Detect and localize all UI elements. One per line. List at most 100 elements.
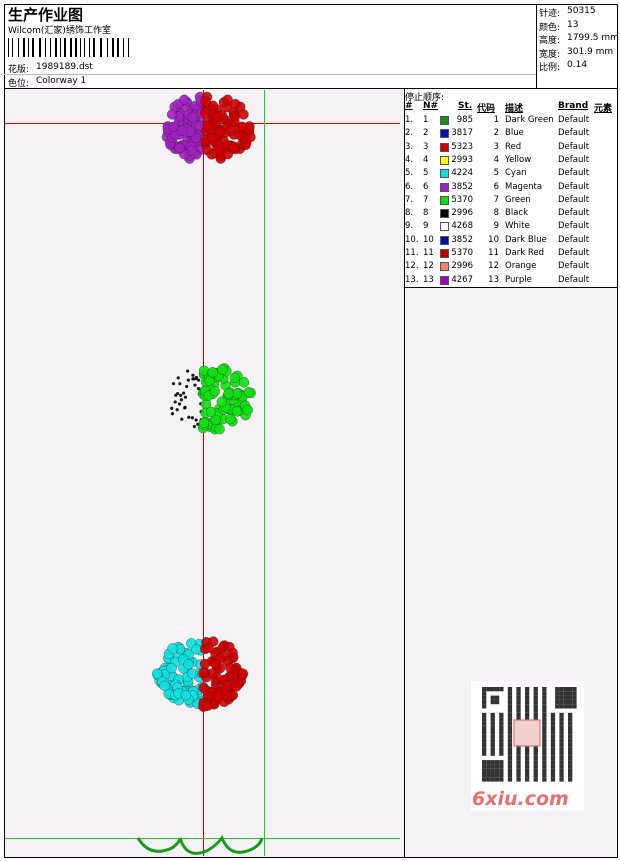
- design-label: 花版:: [8, 65, 30, 75]
- qr-module: [559, 725, 564, 730]
- qr-module: [499, 734, 504, 739]
- stitch-blob: [194, 375, 199, 380]
- stitch-blob: [159, 680, 170, 691]
- qr-module: [494, 764, 500, 769]
- qr-module: [482, 747, 487, 752]
- barcode-bar: [60, 38, 61, 57]
- qr-module: [486, 768, 491, 773]
- brand: Default: [558, 181, 590, 192]
- qr-module: [482, 730, 487, 735]
- qr-module: [542, 717, 547, 722]
- qr-module: [507, 764, 513, 769]
- stitch-blob: [197, 378, 201, 382]
- code: 10: [488, 234, 499, 245]
- column-header: Brand: [558, 101, 589, 111]
- barcode-bar: [112, 38, 114, 57]
- qr-module: [550, 734, 556, 739]
- description: Blue: [505, 128, 524, 139]
- table-bg: [404, 89, 617, 287]
- code: 9: [493, 221, 499, 232]
- column-header: 元素: [594, 104, 613, 114]
- qr-module: [482, 717, 487, 722]
- brand: Default: [558, 234, 590, 245]
- colorway: Colorway 1: [36, 76, 87, 86]
- qr-module: [516, 747, 521, 752]
- qr-module: [568, 695, 573, 700]
- qr-module: [490, 764, 495, 769]
- qr-module: [568, 712, 573, 718]
- qr-module: [507, 721, 513, 726]
- needle: 8: [423, 208, 429, 219]
- qr-module: [559, 738, 564, 743]
- qr-module: [559, 687, 564, 692]
- qr-module: [482, 773, 487, 778]
- barcode-bar: [32, 38, 34, 57]
- stitch-blob: [203, 642, 214, 654]
- description: Dark Green: [505, 115, 554, 125]
- qr-module: [525, 695, 530, 700]
- code: 6: [493, 181, 499, 192]
- flower-motifs: [151, 91, 256, 712]
- qr-module: [559, 730, 564, 735]
- barcode-bar: [75, 38, 77, 57]
- stitch-blob: [180, 690, 192, 701]
- qr-module: [533, 704, 538, 709]
- stitches: 2996: [451, 208, 473, 219]
- stitches: 4268: [451, 221, 473, 232]
- stitch-blob: [210, 658, 221, 669]
- qr-module: [542, 751, 547, 756]
- qr-module: [568, 738, 573, 743]
- stitch-blob: [167, 643, 178, 654]
- code: 3: [493, 141, 499, 152]
- qr-module: [542, 755, 547, 761]
- design-file: 1989189.dst: [36, 62, 93, 72]
- stitch-blob: [187, 145, 198, 156]
- code: 5: [493, 168, 499, 179]
- stitch-blob: [175, 408, 179, 412]
- description: Black: [505, 208, 528, 219]
- needle: 3: [423, 141, 429, 152]
- qr-module: [507, 777, 513, 782]
- barcode-bar: [50, 38, 51, 57]
- qr-module: [490, 738, 495, 743]
- company: Wilcom(汇家)绣饰工作室: [8, 26, 111, 36]
- qr-module: [516, 773, 521, 778]
- qr-module: [542, 704, 547, 709]
- stat-value: 0.14: [567, 60, 588, 70]
- color-swatch: [440, 235, 449, 245]
- description: Purple: [505, 274, 532, 285]
- qr-module: [499, 764, 504, 769]
- qr-module: [516, 764, 521, 769]
- brand: Default: [558, 208, 590, 219]
- description: Red: [505, 141, 522, 152]
- stitch-blob: [181, 391, 186, 395]
- qr-module: [499, 773, 504, 778]
- qr-module: [559, 755, 564, 761]
- column-header: 代码: [477, 104, 496, 114]
- qr-module: [490, 730, 495, 735]
- qr-module: [559, 712, 564, 718]
- qr-module: [533, 708, 538, 713]
- needle: 5: [423, 168, 429, 179]
- qr-logo: [513, 719, 541, 747]
- row-number: 10.: [405, 234, 419, 245]
- qr-module: [525, 768, 530, 773]
- stitch-blob: [231, 681, 242, 692]
- qr-module: [482, 742, 487, 748]
- stitch-blob: [176, 125, 188, 136]
- qr-module: [482, 712, 487, 718]
- barcode-bar: [89, 38, 90, 57]
- qr-module: [482, 777, 487, 782]
- brand: Default: [558, 194, 590, 205]
- qr-module: [568, 777, 573, 782]
- qr-module: [525, 687, 530, 692]
- qr-module: [499, 717, 504, 722]
- qr-module: [542, 725, 547, 730]
- stitch-blob: [193, 383, 197, 387]
- qr-module: [559, 734, 564, 739]
- qr-module: [499, 738, 504, 743]
- qr-module: [507, 725, 513, 730]
- qr-module: [490, 712, 495, 718]
- qr-module: [555, 695, 560, 700]
- qr-module: [490, 777, 495, 782]
